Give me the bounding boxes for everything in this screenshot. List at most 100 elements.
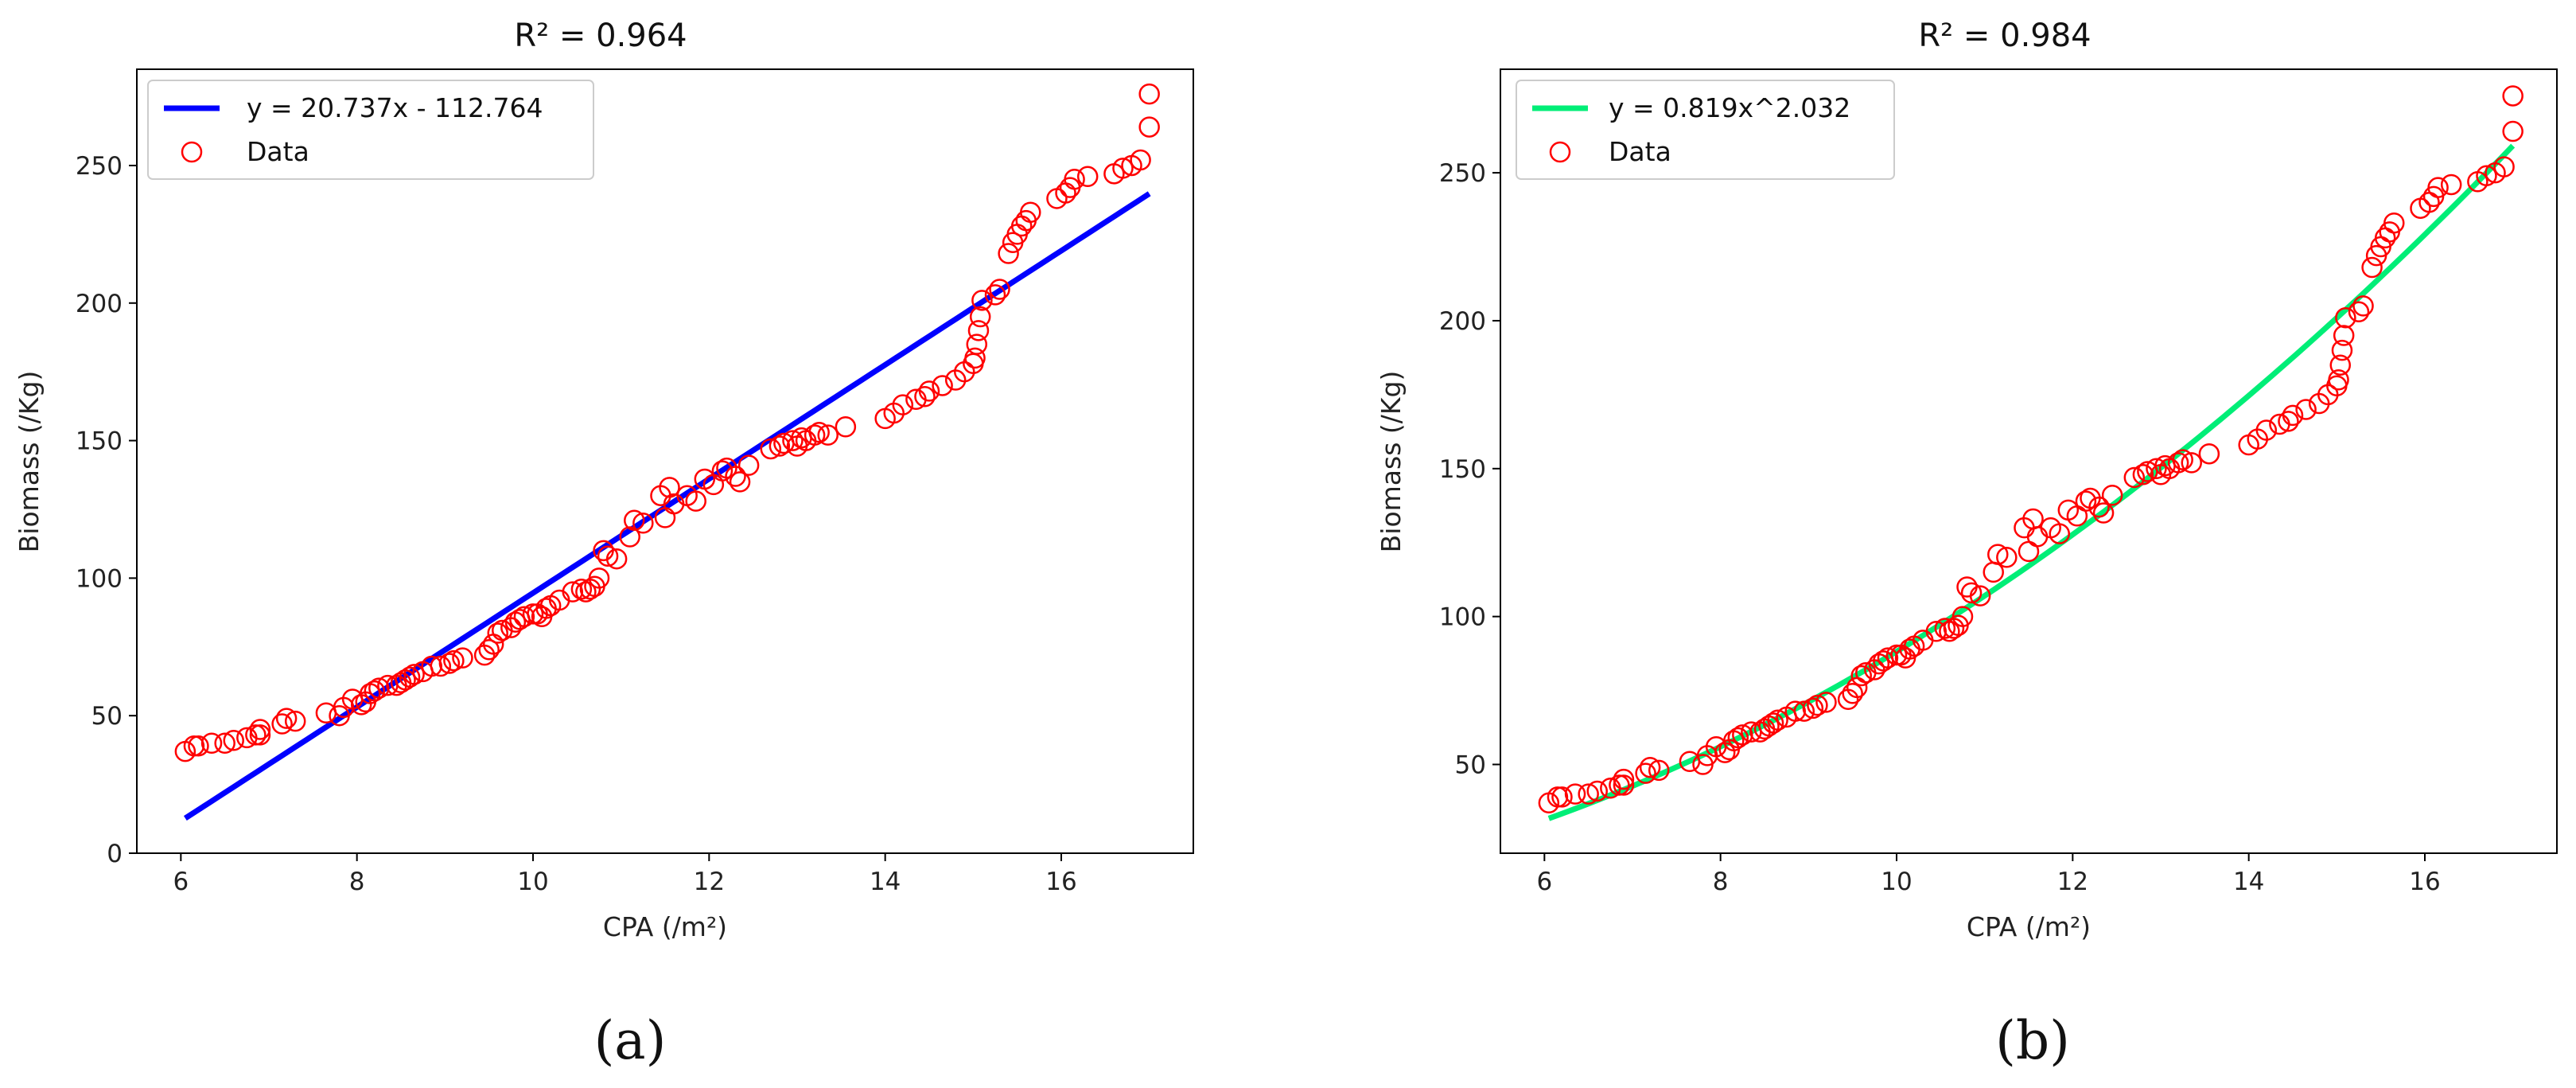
chart-a-data-point bbox=[271, 713, 293, 735]
chart-b-data-point bbox=[2049, 523, 2070, 544]
chart-b-data-point bbox=[1793, 700, 1815, 722]
chart-a-data-point bbox=[804, 424, 826, 446]
chart-b-data-point bbox=[2502, 120, 2523, 142]
chart-a-data-point bbox=[989, 279, 1010, 300]
chart-a-data-point bbox=[513, 606, 535, 628]
chart-b-data-point bbox=[2075, 490, 2097, 512]
chart-b-data-point bbox=[1639, 756, 1661, 778]
chart-b-data-point bbox=[2167, 452, 2189, 474]
chart-b-data-point bbox=[1951, 606, 1974, 627]
chart-b-data-point bbox=[1586, 780, 1608, 802]
chart-a-data-point bbox=[659, 477, 680, 498]
chart-a-data-point bbox=[399, 666, 421, 688]
chart-panel-b: R² = 0.984 6 8 10 12 14 16 50 100 150 200 250 CPA… bbox=[1376, 18, 2558, 1071]
chart-b-data-point bbox=[2181, 452, 2202, 474]
chart-b-legend-data-label: Data bbox=[1609, 136, 1671, 167]
chart-a-x-tick-label: 12 bbox=[694, 868, 725, 896]
chart-a-data-point bbox=[1138, 83, 1160, 105]
chart-b-data-point bbox=[2427, 177, 2449, 198]
chart-a-data-point bbox=[971, 290, 993, 311]
chart-b-x-tick-label: 12 bbox=[2057, 868, 2088, 896]
chart-a-data-point bbox=[964, 347, 986, 369]
chart-b-legend-fit-label: y = 0.819x^2.032 bbox=[1609, 92, 1850, 123]
chart-a-data-point bbox=[685, 490, 706, 512]
chart-a-data-point bbox=[570, 578, 593, 600]
chart-a-data-point bbox=[214, 732, 235, 754]
chart-a-data-point bbox=[624, 509, 645, 532]
chart-a-data-point bbox=[918, 380, 940, 402]
chart-a-data-point bbox=[443, 649, 465, 672]
chart-a-data-point bbox=[769, 435, 791, 457]
chart-b-data-point bbox=[1613, 768, 1635, 790]
chart-a-data-point bbox=[438, 653, 461, 674]
chart-b-data-point bbox=[2282, 404, 2304, 427]
chart-b-data-point bbox=[1960, 582, 1983, 604]
chart-b-data-point bbox=[2493, 156, 2515, 177]
chart-b-data-point bbox=[1969, 585, 1991, 606]
chart-a-data-point bbox=[223, 730, 244, 751]
chart-b-legend: y = 0.819x^2.032 Data bbox=[1516, 80, 1895, 180]
chart-a-y-tick-label: 200 bbox=[76, 290, 123, 318]
chart-b-data-point bbox=[2502, 85, 2523, 107]
chart-b-data-point bbox=[1767, 709, 1788, 731]
chart-a-plot-area bbox=[136, 68, 1194, 854]
chart-b-data-point bbox=[2329, 354, 2352, 376]
chart-a-data-point bbox=[782, 430, 804, 451]
chart-b-data-point bbox=[1842, 683, 1863, 704]
chart-a-data-point bbox=[188, 735, 209, 757]
chart-a-data-point bbox=[588, 567, 610, 589]
chart-a-legend-fit-label: y = 20.737x - 112.764 bbox=[247, 92, 543, 123]
chart-b-data-point bbox=[2255, 419, 2278, 441]
chart-b-data-point bbox=[1762, 712, 1784, 734]
chart-b-y-tick-label: 200 bbox=[1439, 307, 1486, 336]
chart-a-marks bbox=[174, 83, 1160, 821]
chart-b-x-tick-label: 16 bbox=[2409, 868, 2440, 896]
chart-a-data-point bbox=[892, 394, 914, 415]
chart-a-data-point bbox=[249, 724, 271, 746]
chart-a-data-point bbox=[1020, 201, 1041, 223]
chart-b-data-point bbox=[2198, 443, 2220, 465]
chart-b-data-point bbox=[2361, 256, 2383, 279]
chart-a-data-point bbox=[619, 526, 640, 548]
chart-a-y-tick-label: 100 bbox=[76, 564, 123, 593]
chart-a-data-point bbox=[984, 284, 1006, 306]
chart-b-data-point bbox=[2295, 399, 2317, 420]
chart-b-data-point bbox=[2328, 369, 2349, 391]
chart-b-data-point bbox=[2123, 466, 2146, 489]
chart-a-data-point bbox=[711, 460, 733, 482]
chart-a-data-point bbox=[421, 655, 442, 677]
chart-b-legend-data-swatch bbox=[1549, 141, 1571, 163]
chart-a-title: R² = 0.964 bbox=[514, 18, 687, 54]
chart-b-data-point bbox=[2101, 485, 2123, 506]
chart-a-data-point bbox=[737, 454, 760, 476]
chart-a-x-axis-label: CPA (/m²) bbox=[603, 911, 727, 942]
chart-a-data-point bbox=[1112, 158, 1134, 179]
chart-b-data-point bbox=[2440, 174, 2462, 196]
chart-a-data-point bbox=[932, 375, 953, 396]
chart-b-data-point bbox=[2335, 306, 2356, 329]
chart-b-data-point bbox=[1850, 665, 1872, 687]
chart-a-y-tick-label: 150 bbox=[76, 427, 123, 456]
chart-a-data-point bbox=[1076, 166, 1099, 188]
chart-b-y-tick-label: 150 bbox=[1439, 455, 1486, 484]
chart-a-data-point bbox=[368, 677, 390, 699]
chart-b-x-tick-label: 6 bbox=[1536, 868, 1552, 896]
chart-b-data-point bbox=[1564, 783, 1586, 805]
chart-b-data-point bbox=[2172, 449, 2193, 470]
chart-b-data-point bbox=[2146, 458, 2167, 480]
chart-b-data-point bbox=[2383, 213, 2405, 234]
chart-a-data-point bbox=[835, 416, 857, 438]
chart-a-data-point bbox=[967, 320, 990, 341]
chart-b-data-point bbox=[1815, 692, 1837, 713]
chart-b-title: R² = 0.984 bbox=[1918, 18, 2091, 54]
chart-a-data-point bbox=[403, 664, 425, 685]
chart-a-data-point bbox=[605, 548, 628, 570]
chart-a-x-tick-label: 16 bbox=[1045, 868, 1076, 896]
chart-b-data-point bbox=[2476, 165, 2497, 187]
chart-b-legend-box bbox=[1516, 80, 1895, 180]
chart-a-legend-box bbox=[147, 80, 594, 180]
caption-a: (a) bbox=[594, 1010, 667, 1071]
chart-a-x-tick-label: 14 bbox=[870, 868, 901, 896]
chart-a-legend-data-swatch bbox=[181, 141, 203, 163]
chart-a-data-point bbox=[1064, 169, 1085, 190]
